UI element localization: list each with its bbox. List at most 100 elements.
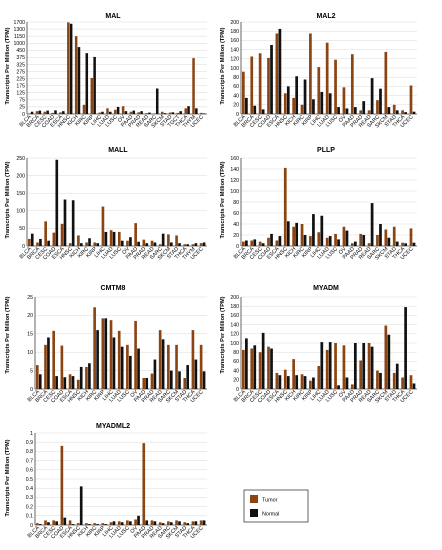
bar-tumor <box>137 112 141 114</box>
y-tick-label: 20 <box>27 313 33 319</box>
bar-tumor <box>283 167 287 246</box>
bar-normal <box>270 45 273 114</box>
bar-normal <box>101 111 104 114</box>
panel-pllp: PLLP Transcripts Per Million (TPM) 0 20 40… <box>220 147 417 261</box>
y-tick-label: 140 <box>230 322 239 328</box>
bar-tumor <box>52 520 56 525</box>
bar-tumor <box>242 71 245 114</box>
bar-normal <box>194 243 198 246</box>
y-tick-label: 325 <box>16 62 25 68</box>
bar-normal <box>145 520 149 525</box>
bar-normal <box>46 110 49 114</box>
y-axis-label: Transcripts Per Million (TPM) <box>220 27 226 104</box>
y-tick-label: 275 <box>16 69 25 75</box>
bar-tumor <box>27 238 31 246</box>
bar-tumor <box>242 349 245 389</box>
bar-normal <box>137 515 140 525</box>
y-tick-label: 180 <box>230 29 239 35</box>
bar-tumor <box>35 365 39 389</box>
bar-normal <box>85 53 89 114</box>
bar-tumor <box>85 366 88 389</box>
bar-tumor <box>68 520 72 525</box>
bar-normal <box>79 366 83 389</box>
panel-title: MYADML2 <box>96 423 130 430</box>
bar-tumor <box>342 226 346 246</box>
y-tick-label: 100 <box>230 341 239 347</box>
y-tick-label: 40 <box>233 222 239 228</box>
bar-tumor <box>158 522 162 525</box>
bar-normal <box>320 91 324 114</box>
bar-normal <box>270 348 273 389</box>
bar-tumor <box>52 232 56 246</box>
bar-tumor <box>176 112 180 114</box>
bar-tumor <box>60 223 64 246</box>
bar-tumor <box>106 108 109 114</box>
bar-normal <box>395 363 399 389</box>
bar-tumor <box>191 521 195 525</box>
bar-tumor <box>199 520 203 525</box>
bar-tumor <box>117 521 121 525</box>
bar-normal <box>178 521 181 525</box>
bar-tumor <box>117 231 121 246</box>
bar-normal <box>161 233 165 246</box>
bar-tumor <box>283 93 287 114</box>
y-tick-label: 75 <box>19 98 25 104</box>
y-tick-label: 160 <box>230 313 239 319</box>
bar-normal <box>77 47 81 114</box>
bar-normal <box>88 363 91 389</box>
bar-normal <box>109 111 112 114</box>
y-tick-label: 0.8 <box>26 449 33 455</box>
bar-normal <box>303 79 307 114</box>
bar-tumor <box>85 523 88 525</box>
bar-normal <box>47 240 50 246</box>
bar-normal <box>286 376 290 389</box>
bar-tumor <box>401 110 404 114</box>
bar-normal <box>120 522 124 525</box>
bar-normal <box>169 370 173 389</box>
bar-tumor <box>175 520 178 525</box>
y-tick-label: 200 <box>230 295 239 301</box>
bar-normal <box>320 215 324 246</box>
bar-tumor <box>258 352 262 389</box>
bar-normal <box>38 110 42 114</box>
bar-normal <box>412 111 416 114</box>
bar-tumor <box>76 379 80 389</box>
bar-tumor <box>27 113 31 114</box>
bar-normal <box>88 524 91 525</box>
bar-normal <box>312 377 315 389</box>
bar-normal <box>96 330 99 389</box>
bar-normal <box>171 112 175 114</box>
bar-normal <box>170 242 173 246</box>
bar-normal <box>295 375 299 389</box>
y-tick-label: 25 <box>19 105 25 111</box>
bar-normal <box>38 374 42 389</box>
bar-normal <box>202 113 206 114</box>
bar-tumor <box>126 520 129 525</box>
y-tick-label: 80 <box>233 200 239 206</box>
bar-tumor <box>59 112 62 114</box>
y-tick-label: 180 <box>230 304 239 310</box>
bar-tumor <box>334 233 337 246</box>
bar-normal <box>30 233 34 246</box>
bar-normal <box>295 76 299 114</box>
bar-tumor <box>109 320 113 389</box>
bar-normal <box>337 239 340 246</box>
bar-tumor <box>68 243 72 246</box>
bar-tumor <box>367 110 371 114</box>
bar-normal <box>370 346 374 389</box>
bar-tumor <box>44 344 47 389</box>
y-tick-label: 0 <box>22 244 25 250</box>
bar-tumor <box>376 100 379 114</box>
bar-tumor <box>300 374 304 389</box>
bar-normal <box>370 78 374 114</box>
bar-normal <box>148 112 151 114</box>
bar-normal <box>194 359 198 389</box>
bar-normal <box>404 307 407 389</box>
bar-tumor <box>126 344 129 389</box>
bar-normal <box>169 522 173 525</box>
bar-normal <box>178 243 181 246</box>
bar-tumor <box>160 111 164 114</box>
x-tick-label: OV <box>117 114 127 124</box>
y-tick-label: 150 <box>16 191 25 197</box>
bar-tumor <box>77 235 80 246</box>
